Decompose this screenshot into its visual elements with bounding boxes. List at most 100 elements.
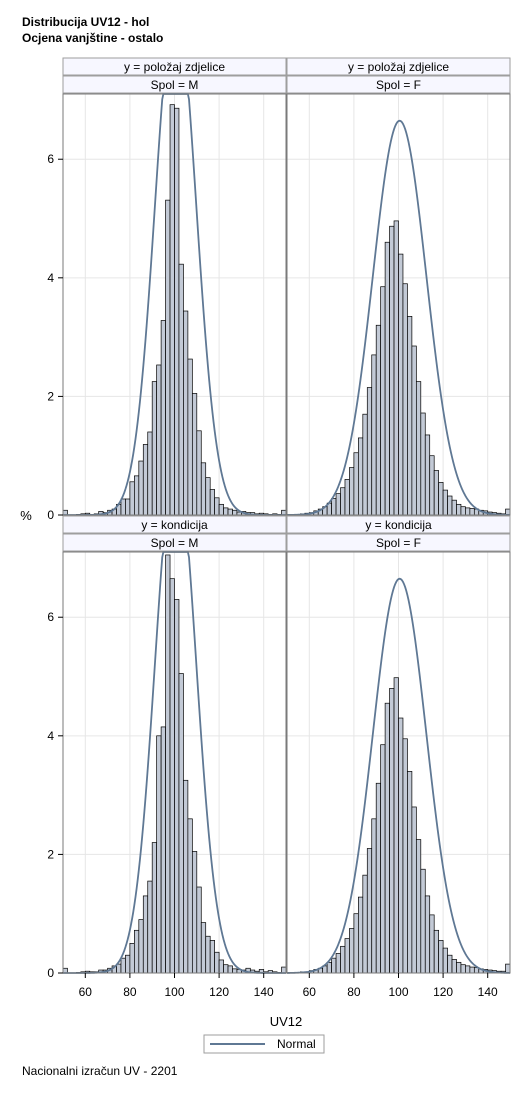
histogram-bar <box>438 482 444 516</box>
footnote: Nacionalni izračun UV - 2201 <box>22 1064 178 1078</box>
histogram-bar <box>218 959 224 974</box>
legend: Normal <box>203 1034 325 1054</box>
histogram-bar <box>384 702 390 974</box>
histogram-bar <box>187 358 193 516</box>
histogram-bar <box>129 481 135 516</box>
histogram-bar <box>433 929 439 974</box>
histogram-bar <box>223 507 229 516</box>
panel-col-label: Spol = F <box>376 536 421 550</box>
histogram-bar <box>460 506 466 516</box>
panel-3: y = kondicija Spol = M 0 2 4 6 60 80 100 120 140 <box>47 515 287 999</box>
histogram-bar <box>375 782 382 974</box>
histogram-bar <box>398 253 404 516</box>
histogram-bar <box>196 430 202 516</box>
histogram-bar <box>331 957 337 974</box>
histogram-bar <box>165 554 171 974</box>
histogram-bar <box>125 954 131 974</box>
x-tick-label: 120 <box>433 985 453 999</box>
histogram-bar <box>469 966 475 974</box>
histogram-bar <box>218 503 224 516</box>
panel-frame <box>286 93 511 516</box>
histogram-bar <box>415 839 422 974</box>
panel-row-label: y = kondicija <box>365 518 432 532</box>
histogram-bar <box>411 345 417 516</box>
histogram-bar <box>424 895 431 974</box>
histogram-bar <box>200 462 207 516</box>
histogram-bar <box>187 818 193 974</box>
histogram-bar <box>165 199 171 516</box>
normal-curve <box>286 119 511 516</box>
histogram-bar <box>456 503 462 516</box>
histogram-bar <box>451 959 457 974</box>
histogram-bar <box>191 851 198 974</box>
histogram-bar <box>407 316 413 516</box>
histogram-bar <box>402 738 408 974</box>
panel-header-row <box>62 515 287 534</box>
histogram-bar <box>366 387 373 516</box>
histogram-bar <box>183 310 189 516</box>
histogram-bar <box>344 479 350 516</box>
panel-col-label: Spol = F <box>376 78 421 92</box>
histogram-bar <box>375 324 382 516</box>
x-tick-label: 60 <box>79 985 93 999</box>
histogram-bar <box>335 493 341 516</box>
histogram-bar <box>156 735 162 974</box>
histogram-bar <box>447 495 453 516</box>
histogram-bar <box>380 286 386 516</box>
histogram-bar <box>362 413 368 516</box>
histogram-bar <box>447 954 453 974</box>
histogram-bar <box>160 320 166 516</box>
histogram-bar <box>169 104 175 516</box>
histogram-bar <box>142 444 149 516</box>
histogram-bar <box>465 507 471 516</box>
histogram-bar <box>420 412 426 516</box>
histogram-bar <box>147 431 153 516</box>
histogram-bar <box>420 868 426 974</box>
x-tick-label: 140 <box>478 985 498 999</box>
histogram-bar <box>460 964 466 974</box>
histogram-bar <box>424 434 431 516</box>
histogram-bar <box>326 961 332 974</box>
histogram-bar <box>344 938 350 974</box>
histogram-bar <box>232 509 238 516</box>
panel-row-label: y = položaj zdjelice <box>124 60 225 74</box>
histogram-bar <box>433 470 439 516</box>
histogram-bar <box>183 779 189 974</box>
histogram-bar <box>178 673 184 974</box>
histogram-bar <box>214 951 220 974</box>
y-tick-label: 2 <box>47 847 54 861</box>
histogram-bar <box>196 886 202 974</box>
y-axis-label: % <box>20 508 32 523</box>
panel-header-col <box>62 75 287 94</box>
histogram-bar <box>442 947 448 974</box>
histogram-bar <box>209 940 215 974</box>
histogram-bar <box>451 499 457 516</box>
x-tick-label: 80 <box>123 985 137 999</box>
panel-header-row <box>286 57 511 76</box>
histogram-bar <box>335 953 341 974</box>
panel-4: y = kondicija Spol = F 60 80 100 120 140 <box>286 515 511 999</box>
histogram-bar <box>156 364 162 516</box>
histogram-bar <box>442 489 448 516</box>
histogram-bar <box>358 437 364 516</box>
histogram-bar <box>232 968 238 974</box>
histogram-bar <box>371 354 377 516</box>
histogram-bar <box>469 508 475 516</box>
histogram-bar <box>151 842 158 974</box>
panel-row-label: y = kondicija <box>141 518 208 532</box>
histogram-bar <box>169 578 175 974</box>
histogram-bar <box>349 928 355 974</box>
panel-2: y = položaj zdjelice Spol = F <box>286 57 511 516</box>
histogram-bar <box>200 922 207 974</box>
histogram-bar <box>411 806 417 974</box>
histogram-bar <box>456 961 462 974</box>
histogram-bar <box>120 957 126 974</box>
x-axis-label: UV12 <box>270 1014 303 1029</box>
histogram-bar <box>429 455 435 516</box>
chart-subtitle: Ocjena vanjštine - ostalo <box>22 31 164 45</box>
histogram-bar <box>134 475 140 516</box>
histogram-bar <box>209 489 215 516</box>
y-tick-label: 4 <box>47 729 54 743</box>
histogram-bar <box>138 919 144 974</box>
histogram-bar <box>398 717 404 974</box>
